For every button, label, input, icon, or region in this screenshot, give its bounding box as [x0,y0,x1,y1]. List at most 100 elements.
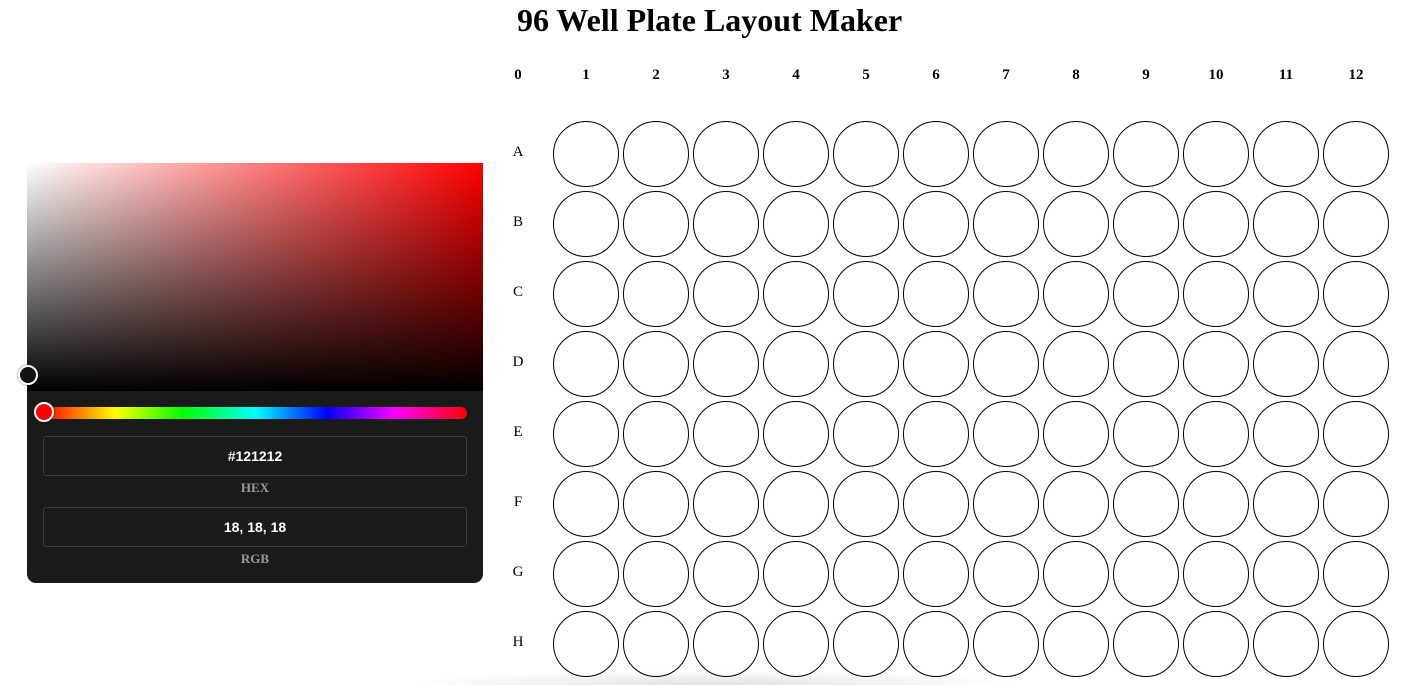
well-E12[interactable] [1323,401,1389,467]
well-G1[interactable] [553,541,619,607]
well-G2[interactable] [623,541,689,607]
well-F4[interactable] [763,471,829,537]
well-H9[interactable] [1113,611,1179,677]
well-A4[interactable] [763,121,829,187]
hue-slider[interactable] [34,402,467,422]
well-F1[interactable] [553,471,619,537]
well-E10[interactable] [1183,401,1249,467]
well-B3[interactable] [693,191,759,257]
well-A6[interactable] [903,121,969,187]
well-C11[interactable] [1253,261,1319,327]
well-E5[interactable] [833,401,899,467]
well-E7[interactable] [973,401,1039,467]
well-D11[interactable] [1253,331,1319,397]
well-G11[interactable] [1253,541,1319,607]
well-B5[interactable] [833,191,899,257]
well-G7[interactable] [973,541,1039,607]
well-B2[interactable] [623,191,689,257]
well-C1[interactable] [553,261,619,327]
well-A7[interactable] [973,121,1039,187]
well-B1[interactable] [553,191,619,257]
well-D2[interactable] [623,331,689,397]
well-H3[interactable] [693,611,759,677]
well-E1[interactable] [553,401,619,467]
hue-handle[interactable] [34,402,54,422]
well-F9[interactable] [1113,471,1179,537]
well-G6[interactable] [903,541,969,607]
well-D7[interactable] [973,331,1039,397]
well-G12[interactable] [1323,541,1389,607]
well-A5[interactable] [833,121,899,187]
well-H5[interactable] [833,611,899,677]
well-F2[interactable] [623,471,689,537]
well-A12[interactable] [1323,121,1389,187]
well-B11[interactable] [1253,191,1319,257]
well-E9[interactable] [1113,401,1179,467]
well-F3[interactable] [693,471,759,537]
well-D5[interactable] [833,331,899,397]
well-D10[interactable] [1183,331,1249,397]
well-D8[interactable] [1043,331,1109,397]
well-D3[interactable] [693,331,759,397]
well-E2[interactable] [623,401,689,467]
saturation-area[interactable] [18,163,483,391]
well-F12[interactable] [1323,471,1389,537]
well-H6[interactable] [903,611,969,677]
well-E6[interactable] [903,401,969,467]
well-B6[interactable] [903,191,969,257]
well-G9[interactable] [1113,541,1179,607]
well-G5[interactable] [833,541,899,607]
well-D1[interactable] [553,331,619,397]
well-A8[interactable] [1043,121,1109,187]
well-C9[interactable] [1113,261,1179,327]
well-A11[interactable] [1253,121,1319,187]
well-G3[interactable] [693,541,759,607]
well-D4[interactable] [763,331,829,397]
well-F10[interactable] [1183,471,1249,537]
well-C6[interactable] [903,261,969,327]
well-D12[interactable] [1323,331,1389,397]
well-B8[interactable] [1043,191,1109,257]
hex-input[interactable] [43,436,467,476]
well-H2[interactable] [623,611,689,677]
well-F6[interactable] [903,471,969,537]
well-C4[interactable] [763,261,829,327]
saturation-handle[interactable] [18,365,38,385]
well-A10[interactable] [1183,121,1249,187]
well-C5[interactable] [833,261,899,327]
well-F7[interactable] [973,471,1039,537]
well-C10[interactable] [1183,261,1249,327]
rgb-input[interactable] [43,507,467,547]
well-D9[interactable] [1113,331,1179,397]
well-B7[interactable] [973,191,1039,257]
well-B9[interactable] [1113,191,1179,257]
well-G10[interactable] [1183,541,1249,607]
well-A1[interactable] [553,121,619,187]
well-H8[interactable] [1043,611,1109,677]
well-C3[interactable] [693,261,759,327]
well-F11[interactable] [1253,471,1319,537]
well-A3[interactable] [693,121,759,187]
well-G4[interactable] [763,541,829,607]
well-B12[interactable] [1323,191,1389,257]
well-C2[interactable] [623,261,689,327]
well-G8[interactable] [1043,541,1109,607]
well-H12[interactable] [1323,611,1389,677]
well-F8[interactable] [1043,471,1109,537]
well-C8[interactable] [1043,261,1109,327]
well-H10[interactable] [1183,611,1249,677]
well-B4[interactable] [763,191,829,257]
well-H11[interactable] [1253,611,1319,677]
well-B10[interactable] [1183,191,1249,257]
well-A9[interactable] [1113,121,1179,187]
well-E8[interactable] [1043,401,1109,467]
well-C7[interactable] [973,261,1039,327]
well-H1[interactable] [553,611,619,677]
well-E3[interactable] [693,401,759,467]
well-A2[interactable] [623,121,689,187]
well-E4[interactable] [763,401,829,467]
well-F5[interactable] [833,471,899,537]
well-H7[interactable] [973,611,1039,677]
well-C12[interactable] [1323,261,1389,327]
well-H4[interactable] [763,611,829,677]
